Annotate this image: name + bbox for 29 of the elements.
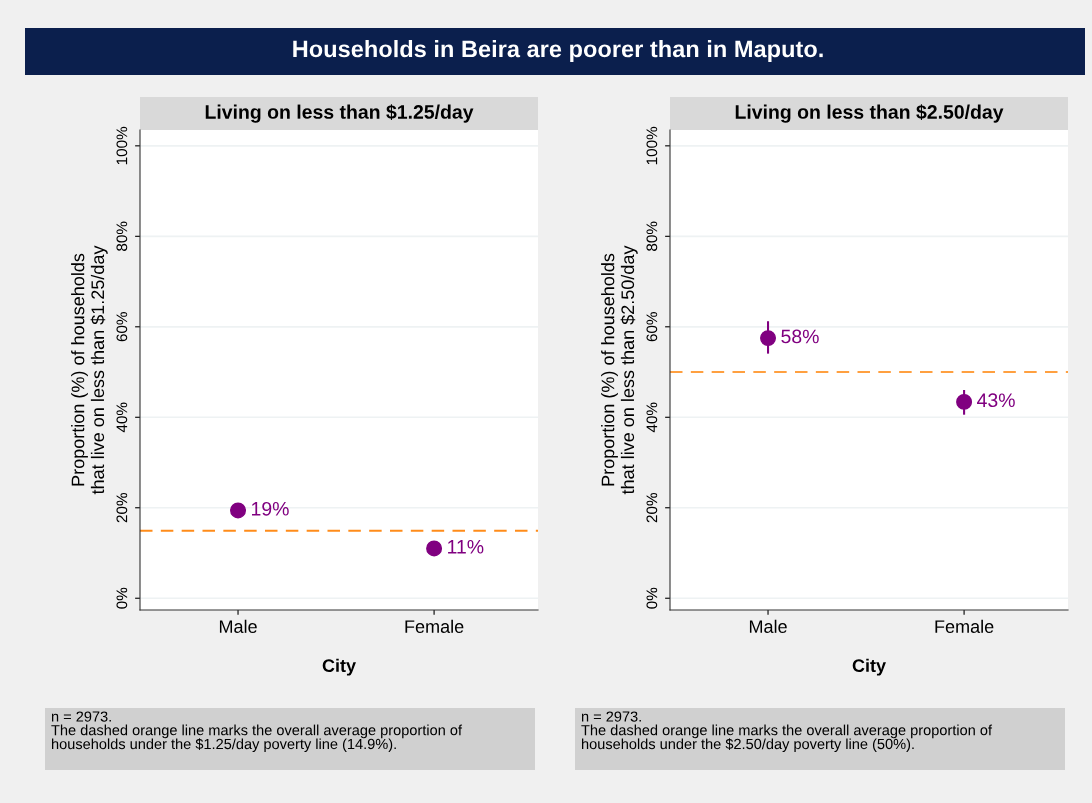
y-tick-label: 100% bbox=[116, 126, 128, 165]
y-tick-label: 40% bbox=[116, 402, 128, 433]
chart-subtitle: Living on less than $1.25/day bbox=[205, 104, 474, 123]
x-tick-label: Male bbox=[219, 619, 257, 633]
y-tick-label: 0% bbox=[646, 587, 658, 609]
x-axis-title: City bbox=[852, 658, 886, 676]
chart-title: Households in Beira are poorer than in Maputo. bbox=[293, 40, 823, 63]
y-axis-title: Proportion (%) of households that live on less than $2.50/day bbox=[601, 245, 638, 495]
y-tick-label: 60% bbox=[646, 312, 658, 342]
chart-subtitle: Living on less than $2.50/day bbox=[735, 104, 1004, 123]
y-tick-label: 100% bbox=[646, 126, 658, 165]
data-label: 58% bbox=[781, 329, 819, 344]
y-tick-label: 40% bbox=[646, 402, 658, 433]
y-tick-label: 80% bbox=[116, 221, 128, 251]
x-tick-label: Male bbox=[749, 619, 787, 633]
data-label: 43% bbox=[977, 393, 1015, 408]
y-tick-label: 20% bbox=[646, 493, 658, 523]
y-tick-label: 20% bbox=[116, 493, 128, 523]
data-label: 11% bbox=[448, 540, 484, 554]
x-axis-title: City bbox=[322, 658, 356, 676]
x-tick-label: Female bbox=[405, 619, 464, 633]
y-tick-label: 60% bbox=[116, 312, 128, 342]
text: n = 2973. The dashed orange line marks the overall average proportion of households under the $1.25/day poverty line (14.9%). bbox=[51, 711, 463, 753]
data-label: 19% bbox=[252, 501, 289, 516]
y-axis-title: Proportion (%) of households that live on less than $1.25/day bbox=[71, 245, 108, 495]
y-tick-label: 0% bbox=[116, 587, 128, 609]
text: n = 2973. The dashed orange line marks the overall average proportion of households under the $2.50/day poverty line (50%). bbox=[581, 711, 993, 753]
y-tick-label: 80% bbox=[646, 221, 658, 251]
x-tick-label: Female bbox=[935, 619, 994, 633]
